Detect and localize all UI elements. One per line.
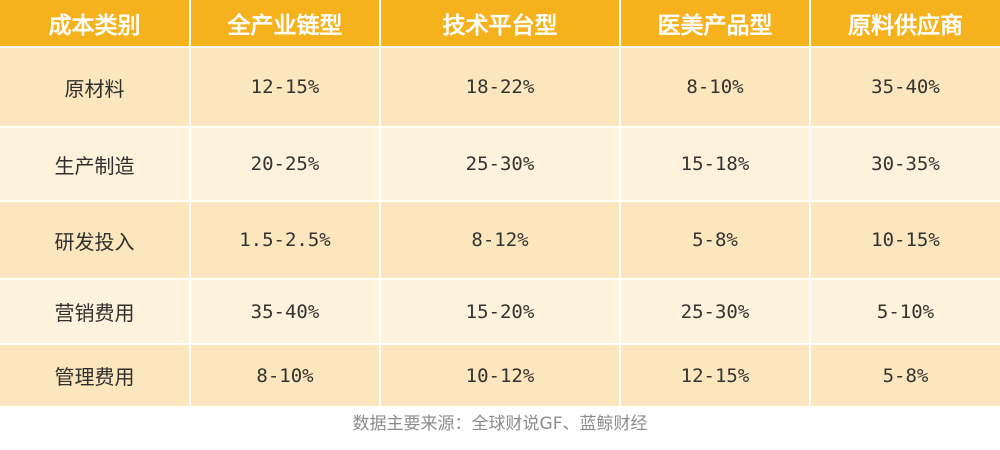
table-cell: 18-22% [380, 46, 621, 127]
table-cell: 8-12% [380, 200, 621, 279]
header-tech-platform: 技术平台型 [380, 0, 621, 47]
table-row: 原材料 12-15% 18-22% 8-10% 35-40% [0, 46, 1000, 127]
table-cell: 20-25% [190, 126, 381, 201]
table-cell: 5-8% [620, 200, 811, 279]
header-raw-supplier: 原料供应商 [810, 0, 1000, 47]
table-cell: 1.5-2.5% [190, 200, 381, 279]
row-label-rnd: 研发投入 [0, 200, 191, 279]
table-body: 原材料 12-15% 18-22% 8-10% 35-40% 生产制造 20-2… [0, 46, 1000, 406]
table-row: 营销费用 35-40% 15-20% 25-30% 5-10% [0, 278, 1000, 344]
table-cell: 15-18% [620, 126, 811, 201]
table-cell: 35-40% [810, 46, 1000, 127]
table-cell: 8-10% [190, 343, 381, 406]
header-row: 成本类别 全产业链型 技术平台型 医美产品型 原料供应商 [0, 0, 1000, 47]
row-label-raw-materials: 原材料 [0, 46, 191, 127]
header-cost-category: 成本类别 [0, 0, 191, 47]
table-row: 管理费用 8-10% 10-12% 12-15% 5-8% [0, 343, 1000, 406]
table-header: 成本类别 全产业链型 技术平台型 医美产品型 原料供应商 [0, 0, 1000, 47]
table-cell: 5-10% [810, 278, 1000, 344]
header-aesthetic-product: 医美产品型 [620, 0, 811, 47]
row-label-manufacturing: 生产制造 [0, 126, 191, 201]
table-cell: 15-20% [380, 278, 621, 344]
table-cell: 8-10% [620, 46, 811, 127]
cost-structure-table: 成本类别 全产业链型 技术平台型 医美产品型 原料供应商 原材料 12-15% … [0, 0, 1000, 406]
row-label-marketing: 营销费用 [0, 278, 191, 344]
table-row: 生产制造 20-25% 25-30% 15-18% 30-35% [0, 126, 1000, 201]
header-full-chain: 全产业链型 [190, 0, 381, 47]
table-cell: 35-40% [190, 278, 381, 344]
table-cell: 25-30% [380, 126, 621, 201]
table-cell: 5-8% [810, 343, 1000, 406]
row-label-admin: 管理费用 [0, 343, 191, 406]
table-row: 研发投入 1.5-2.5% 8-12% 5-8% 10-15% [0, 200, 1000, 279]
table-cell: 10-15% [810, 200, 1000, 279]
table-cell: 30-35% [810, 126, 1000, 201]
table-cell: 10-12% [380, 343, 621, 406]
data-source-note: 数据主要来源：全球财说GF、蓝鲸财经 [352, 414, 648, 434]
table-cell: 12-15% [190, 46, 381, 127]
table-cell: 25-30% [620, 278, 811, 344]
table-cell: 12-15% [620, 343, 811, 406]
